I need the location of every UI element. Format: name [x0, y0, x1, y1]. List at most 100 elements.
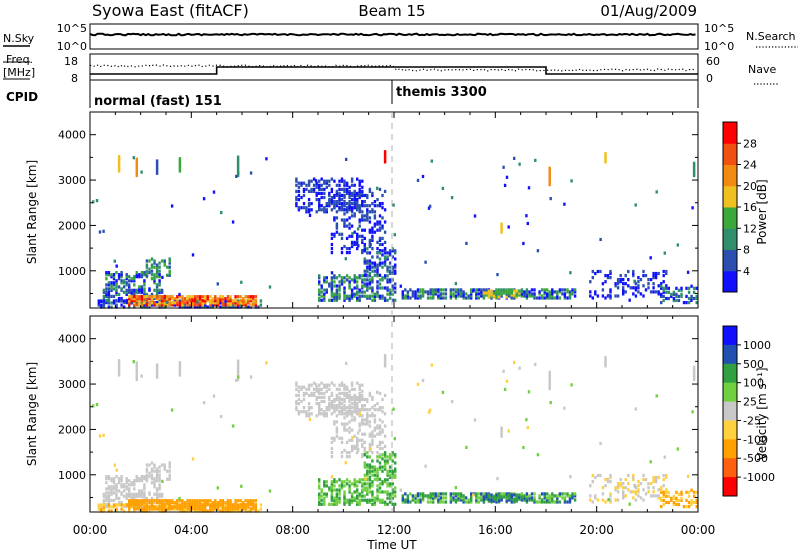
velocity-cell [614, 488, 617, 492]
power-cell [249, 297, 252, 301]
velocity-cell [543, 496, 546, 500]
velocity-cell [112, 505, 116, 509]
power-cell [107, 287, 111, 291]
velocity-cell [140, 494, 144, 498]
power-cell [305, 210, 308, 214]
power-cell [444, 292, 448, 296]
velocity-cell [353, 434, 356, 438]
power-cell [247, 299, 250, 303]
velocity-cell [221, 501, 225, 505]
power-cell [348, 280, 351, 284]
power-cell [601, 294, 605, 298]
velocity-cell [394, 502, 397, 506]
velocity-cell [155, 365, 159, 369]
power-cell [551, 288, 554, 292]
velocity-cell [148, 471, 151, 475]
power-cell [366, 218, 369, 222]
velocity-cell [155, 369, 159, 373]
power-cell [158, 303, 161, 307]
velocity-cell [120, 500, 123, 505]
power-cell [143, 305, 146, 309]
power-cell [502, 291, 506, 295]
velocity-cell [249, 503, 252, 507]
power-cell [254, 305, 258, 309]
power-cell [416, 296, 420, 300]
velocity-cell [247, 503, 250, 507]
power-cell [424, 260, 427, 264]
power-cell [135, 290, 138, 294]
velocity-cell [143, 509, 146, 513]
velocity-cell [361, 395, 364, 399]
velocity-cell [191, 501, 194, 505]
power-cell [350, 294, 354, 298]
velocity-cell [340, 412, 344, 416]
velocity-cell [369, 447, 372, 451]
velocity-cell [145, 469, 149, 473]
power-cell [112, 294, 116, 298]
power-cell [373, 261, 377, 265]
velocity-cell [411, 496, 415, 500]
power-cell [624, 282, 627, 286]
power-cell [361, 286, 364, 290]
power-cell [373, 230, 377, 234]
xtick-label: 16:00 [478, 523, 513, 537]
velocity-cell [356, 406, 359, 410]
power-cell [350, 179, 354, 183]
velocity-cell [158, 479, 161, 483]
power-cell [120, 275, 123, 279]
velocity-cell [110, 498, 113, 502]
power-cell [373, 298, 377, 302]
velocity-cell [601, 498, 605, 502]
velocity-cell [353, 397, 356, 402]
power-cell [416, 290, 420, 294]
power-cell [518, 293, 521, 297]
power-cell [302, 189, 306, 193]
power-cell [150, 257, 154, 261]
power-cell [685, 294, 688, 298]
velocity-cell [242, 507, 245, 511]
velocity-cell [143, 494, 146, 498]
power-cell [361, 191, 364, 195]
velocity-cell [343, 498, 346, 502]
power-cell [343, 276, 346, 280]
velocity-cell [386, 473, 389, 477]
velocity-cell [356, 451, 359, 455]
power-cell [604, 280, 607, 284]
velocity-cell [350, 494, 354, 498]
velocity-cell [416, 382, 420, 386]
velocity-cell [133, 501, 136, 505]
velocity-cell [366, 488, 369, 492]
power-cell [122, 279, 126, 283]
velocity-cell [604, 364, 607, 368]
velocity-cell [520, 496, 524, 500]
power-cell [525, 290, 529, 294]
velocity-cell [366, 408, 369, 412]
power-cell [614, 282, 617, 286]
power-cell [601, 288, 605, 292]
velocity-cell [236, 371, 240, 375]
power-cell [373, 216, 377, 220]
power-cell [525, 296, 529, 300]
velocity-cell [428, 408, 432, 412]
power-cell [361, 218, 364, 222]
power-cell [295, 177, 298, 181]
velocity-cell [441, 390, 445, 394]
velocity-cell [229, 505, 232, 509]
date-title: 01/Aug/2009 [600, 2, 697, 20]
freq-tick-hi: 18 [64, 55, 78, 68]
power-cell [328, 200, 331, 204]
power-cell [348, 204, 351, 208]
power-cell [500, 224, 503, 228]
velocity-cell [378, 418, 382, 422]
velocity-cell [163, 500, 166, 505]
ytick-label: 3000 [58, 378, 86, 391]
velocity-cell [429, 496, 432, 500]
velocity-cell [622, 496, 625, 500]
velocity-cell [368, 467, 372, 471]
velocity-cell [158, 483, 161, 487]
power-cell [373, 292, 377, 296]
velocity-cell [672, 500, 676, 505]
velocity-cell [130, 501, 133, 505]
power-cell [556, 292, 559, 296]
power-cell [330, 292, 334, 296]
